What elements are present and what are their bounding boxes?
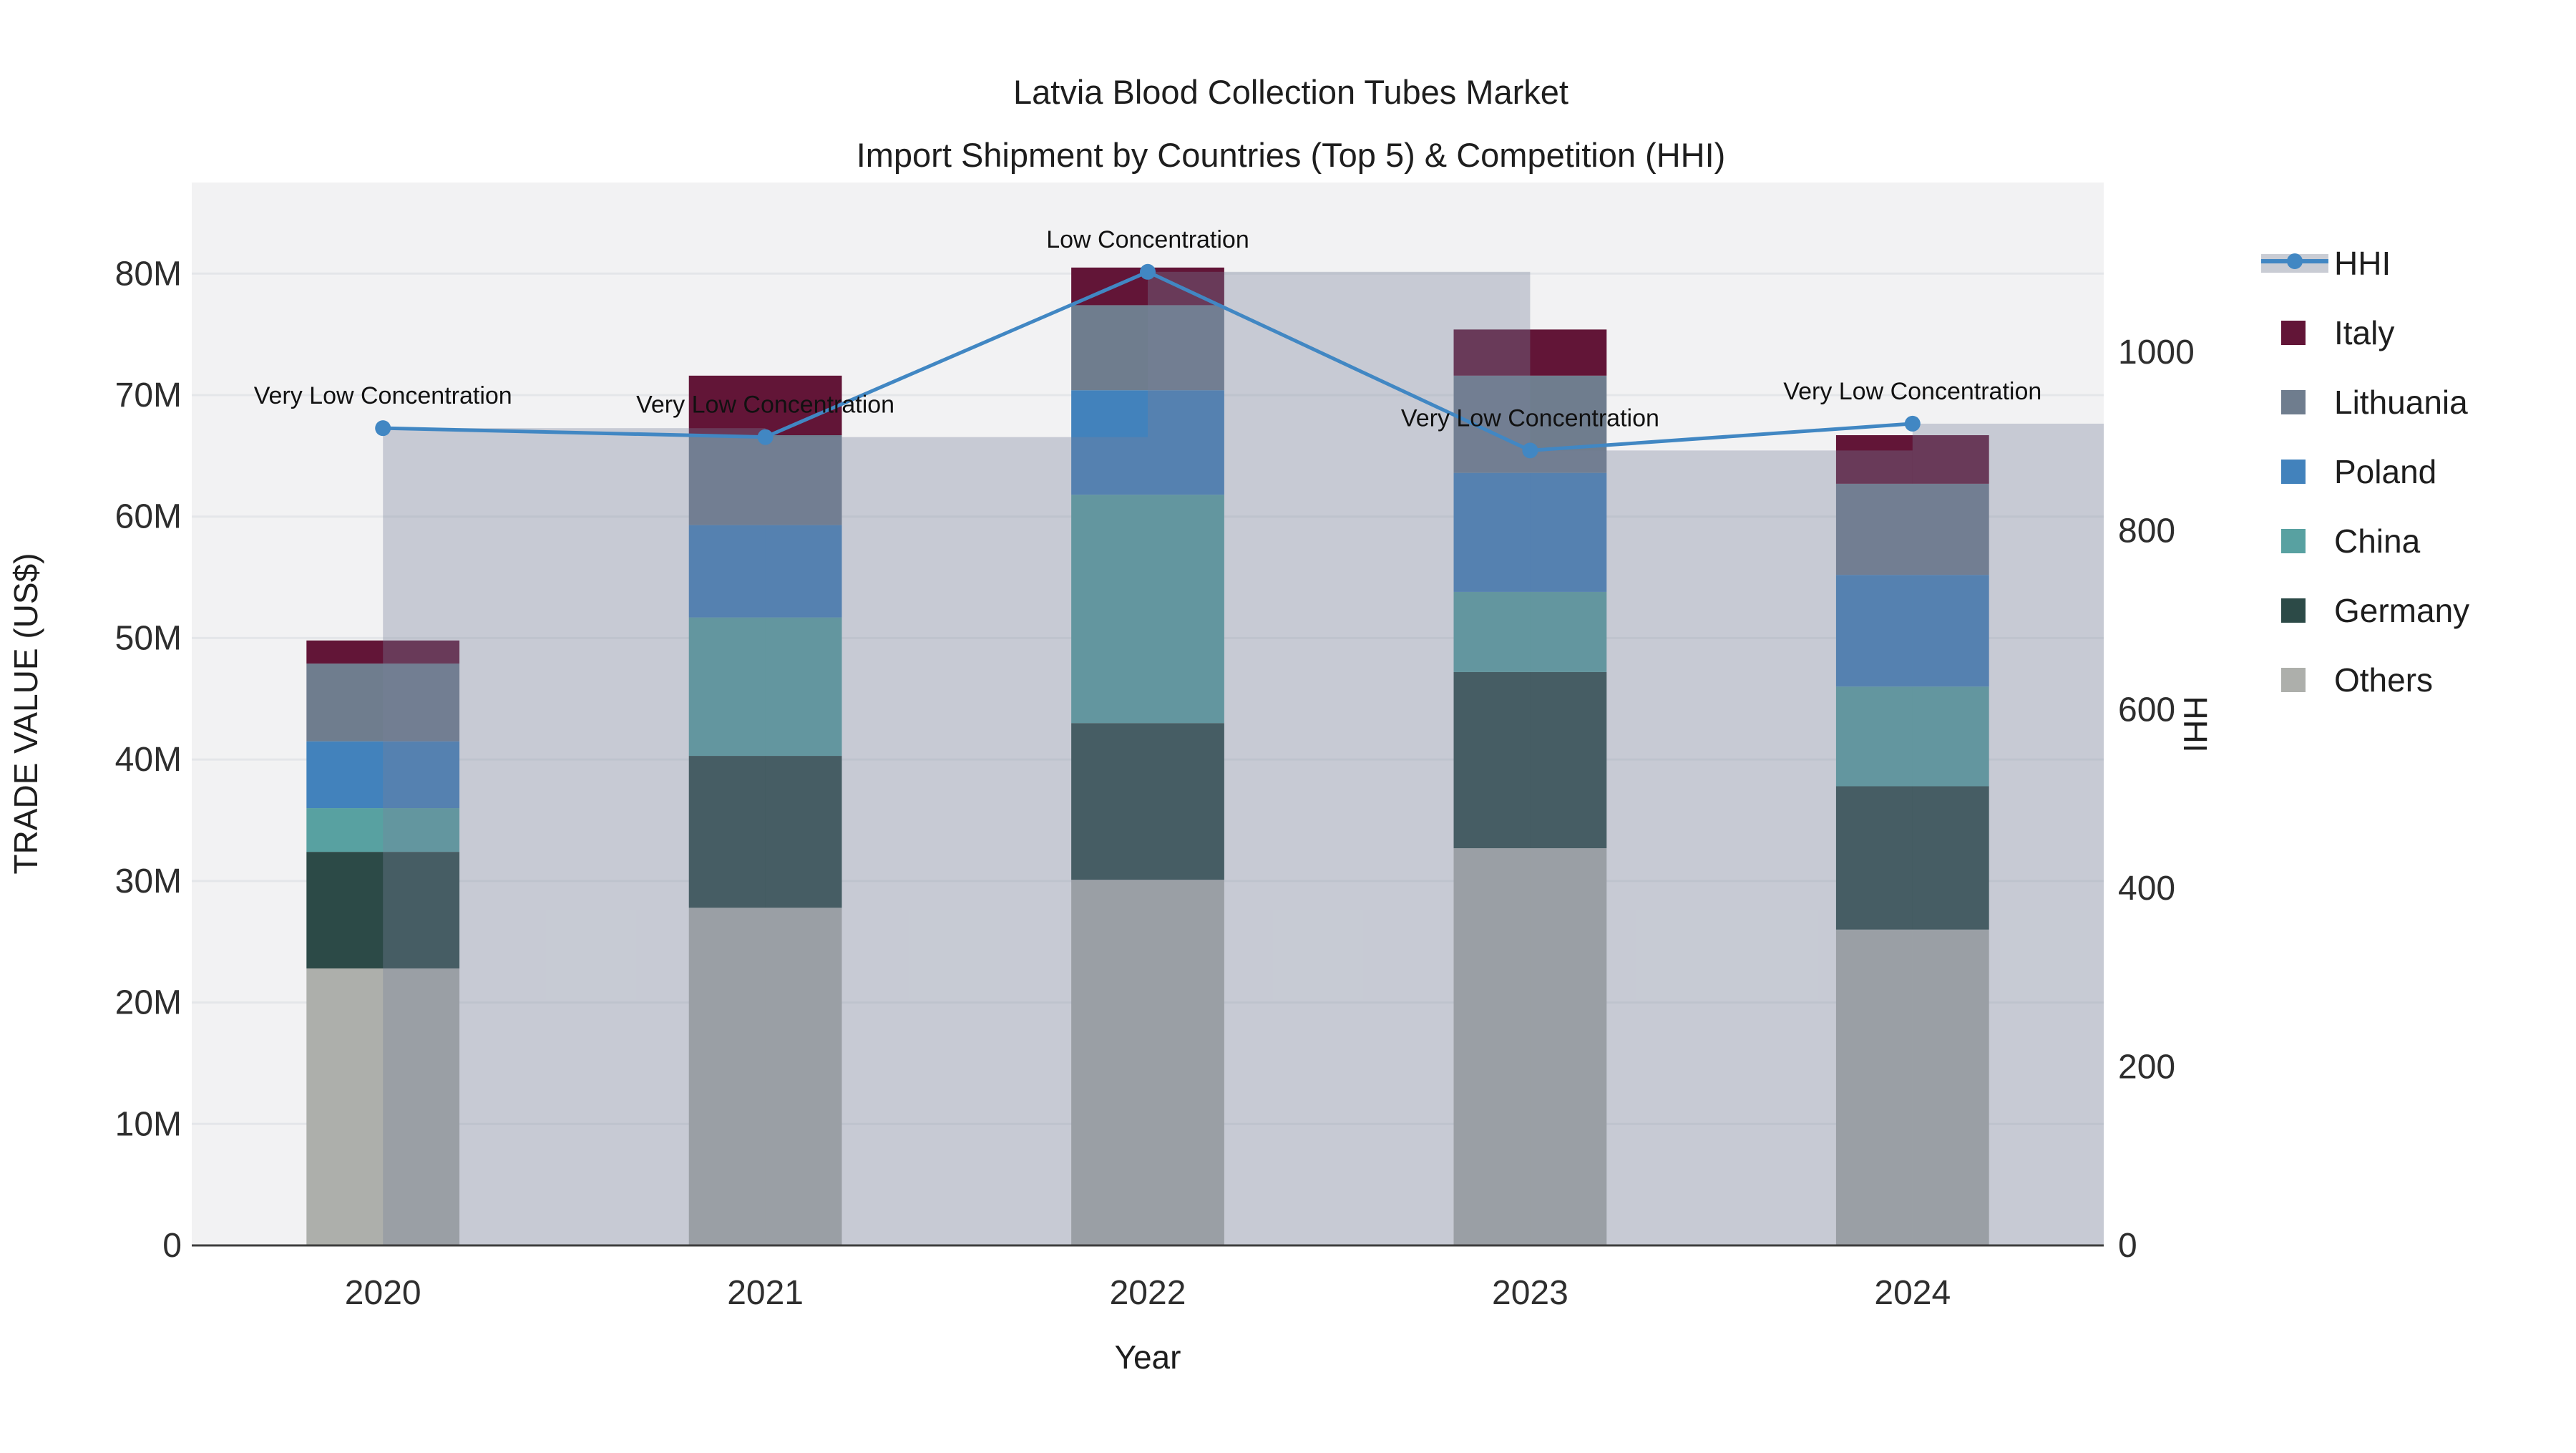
hhi-marker-2022[interactable] <box>1140 263 1156 280</box>
hhi-band-2022[interactable] <box>1148 271 1531 1245</box>
bar-segment-china-2024[interactable] <box>1835 686 1989 787</box>
annotation-2020: Very Low Concentration <box>254 382 512 409</box>
bar-segment-germany-2020[interactable] <box>306 852 460 969</box>
hhi-marker-2021[interactable] <box>757 429 774 445</box>
bar-segment-others-2024[interactable] <box>1835 929 1989 1245</box>
hhi-marker-2024[interactable] <box>1904 415 1921 432</box>
x-tick-2021: 2021 <box>727 1274 804 1312</box>
y-left-tick-50M: 50M <box>115 619 182 657</box>
y-left-tick-70M: 70M <box>115 376 182 414</box>
y-left-tick-40M: 40M <box>115 741 182 779</box>
legend-label-germany: Germany <box>2334 592 2469 629</box>
bar-segment-italy-2020[interactable] <box>306 640 460 664</box>
bar-segment-italy-2023[interactable] <box>1453 329 1607 376</box>
bar-segment-germany-2021[interactable] <box>688 756 842 908</box>
legend-swatch-others <box>2281 668 2306 692</box>
hhi-band-2023[interactable] <box>1530 450 1913 1245</box>
x-tick-2024: 2024 <box>1874 1274 1951 1312</box>
y-left-tick-0: 0 <box>162 1227 182 1265</box>
bar-segment-lithuania-2021[interactable] <box>688 435 842 525</box>
legend-item-italy[interactable]: Italy <box>2281 314 2394 351</box>
legend-label-poland: Poland <box>2334 453 2436 490</box>
y-right-tick-600: 600 <box>2118 691 2175 729</box>
chart-title-line-2: Import Shipment by Countries (Top 5) & C… <box>857 136 1726 174</box>
legend-swatch-poland <box>2281 460 2306 484</box>
legend-swatch-lithuania <box>2281 390 2306 414</box>
bar-segment-others-2020[interactable] <box>306 968 460 1245</box>
chart-dynamic-layer: Very Low Concentration Very Low Concentra… <box>115 226 2470 1312</box>
legend-swatch-china <box>2281 529 2306 553</box>
chart-title-line-1: Latvia Blood Collection Tubes Market <box>1013 73 1568 111</box>
bar-segment-lithuania-2024[interactable] <box>1835 483 1989 575</box>
y-left-tick-80M: 80M <box>115 255 182 293</box>
legend-label-others: Others <box>2334 661 2433 699</box>
y-left-tick-10M: 10M <box>115 1105 182 1143</box>
bar-segment-germany-2022[interactable] <box>1071 723 1224 880</box>
y-right-tick-200: 200 <box>2118 1048 2175 1086</box>
legend-item-poland[interactable]: Poland <box>2281 453 2436 490</box>
legend-label-lithuania: Lithuania <box>2334 384 2468 421</box>
hhi-marker-2023[interactable] <box>1522 442 1538 459</box>
x-axis-title: Year <box>1115 1338 1181 1376</box>
legend-label-hhi: HHI <box>2334 245 2391 282</box>
bars-layer <box>306 267 1989 1245</box>
bar-segment-china-2022[interactable] <box>1071 495 1224 724</box>
bar-segment-poland-2020[interactable] <box>306 741 460 809</box>
legend-label-china: China <box>2334 523 2421 560</box>
legend-item-others[interactable]: Others <box>2281 661 2433 699</box>
bar-segment-others-2021[interactable] <box>688 908 842 1245</box>
bar-segment-lithuania-2022[interactable] <box>1071 305 1224 391</box>
legend-item-lithuania[interactable]: Lithuania <box>2281 384 2468 421</box>
bar-segment-germany-2024[interactable] <box>1835 786 1989 930</box>
y-left-tick-30M: 30M <box>115 862 182 900</box>
bar-segment-poland-2021[interactable] <box>688 525 842 618</box>
y-axis-title-left: TRADE VALUE (US$) <box>7 553 44 874</box>
y-right-tick-0: 0 <box>2118 1227 2137 1265</box>
y-right-tick-400: 400 <box>2118 870 2175 908</box>
legend-item-china[interactable]: China <box>2281 523 2421 560</box>
annotation-2022: Low Concentration <box>1046 226 1249 253</box>
hhi-bands-layer <box>383 271 2295 1245</box>
annotation-2024: Very Low Concentration <box>1783 378 2041 405</box>
bar-segment-italy-2021[interactable] <box>688 375 842 436</box>
y-left-tick-60M: 60M <box>115 498 182 536</box>
hhi-band-2024[interactable] <box>1912 423 2295 1245</box>
legend-swatch-germany <box>2281 598 2306 623</box>
y-left-tick-20M: 20M <box>115 984 182 1022</box>
annotation-2023: Very Low Concentration <box>1401 404 1659 432</box>
bar-segment-italy-2024[interactable] <box>1835 435 1989 484</box>
legend-item-germany[interactable]: Germany <box>2281 592 2469 629</box>
legend-swatch-italy <box>2281 321 2306 345</box>
bar-segment-china-2021[interactable] <box>688 617 842 757</box>
x-tick-2020: 2020 <box>345 1274 421 1312</box>
bar-segment-poland-2022[interactable] <box>1071 390 1224 495</box>
bar-segment-poland-2024[interactable] <box>1835 575 1989 687</box>
bar-segment-poland-2023[interactable] <box>1453 472 1607 592</box>
legend-item-hhi[interactable]: HHI <box>2261 245 2391 282</box>
legend-label-italy: Italy <box>2334 314 2394 351</box>
x-tick-2023: 2023 <box>1492 1274 1568 1312</box>
hhi-marker-2020[interactable] <box>375 420 391 437</box>
bar-segment-china-2020[interactable] <box>306 808 460 852</box>
bar-segment-others-2023[interactable] <box>1453 848 1607 1245</box>
annotation-2021: Very Low Concentration <box>636 392 894 419</box>
legend-hhi-marker-icon <box>2287 253 2303 269</box>
bar-segment-lithuania-2020[interactable] <box>306 664 460 742</box>
bar-segment-germany-2023[interactable] <box>1453 671 1607 849</box>
y-axis-title-right: HHI <box>2177 696 2214 752</box>
bar-segment-china-2023[interactable] <box>1453 591 1607 672</box>
hhi-band-2020[interactable] <box>383 428 766 1245</box>
bar-segment-others-2022[interactable] <box>1071 880 1224 1245</box>
y-right-tick-800: 800 <box>2118 512 2175 550</box>
x-tick-2022: 2022 <box>1110 1274 1186 1312</box>
y-right-tick-1000: 1000 <box>2118 334 2195 371</box>
hhi-band-2021[interactable] <box>765 437 1148 1245</box>
